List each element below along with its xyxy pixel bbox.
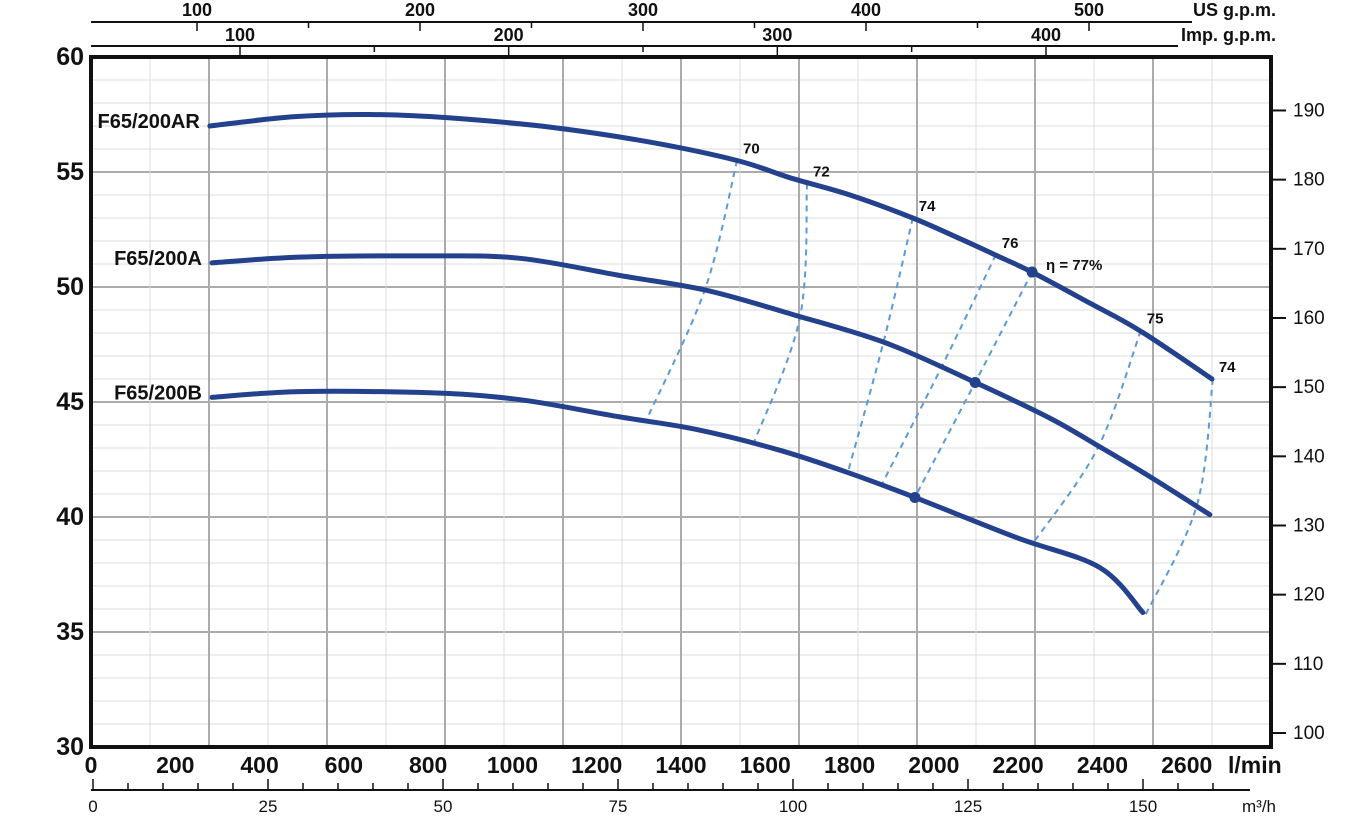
m3h-unit-label: m³/h — [1242, 797, 1276, 816]
axis-right-ft: 190 180 170 160 150 140 130 120 110 100 — [1271, 100, 1325, 744]
lmin-unit-label: l/min — [1228, 752, 1282, 778]
bep-dot-1 — [969, 376, 981, 388]
m3h-tick-label: 100 — [779, 797, 807, 816]
grid — [90, 56, 1272, 748]
left-tick-label: 40 — [56, 503, 84, 531]
efficiency-label-eta-74-right: 74 — [1219, 359, 1236, 376]
right-tick-label: 190 — [1293, 100, 1325, 121]
right-tick-label: 180 — [1293, 170, 1325, 191]
right-tick-label: 170 — [1293, 239, 1325, 260]
axis-top-us-gpm: 100 200 300 400 500 US g.p.m. — [91, 0, 1276, 31]
axis-bottom-lmin: 0 200 400 600 800 1000 1200 1400 1600 1800 2000 220… — [85, 752, 1282, 778]
left-tick-label: 45 — [56, 388, 84, 416]
bep-dot-0 — [1026, 266, 1038, 278]
us-tick-label: 500 — [1074, 0, 1104, 20]
lmin-tick-label: 1800 — [824, 752, 875, 778]
m3h-tick-label: 150 — [1129, 797, 1157, 816]
lmin-tick-label: 1600 — [740, 752, 791, 778]
imp-tick-label: 300 — [762, 25, 792, 45]
efficiency-label-eta-75-right: 75 — [1147, 311, 1164, 328]
curve-f65-200a — [209, 253, 1213, 518]
lmin-tick-label: 400 — [240, 752, 278, 778]
us-tick-label: 200 — [405, 0, 435, 20]
lmin-tick-label: 800 — [409, 752, 447, 778]
efficiency-label-eta-77-bep: η = 77% — [1046, 257, 1102, 274]
efficiency-label-eta-70: 70 — [743, 141, 760, 158]
axis-top-imp-gpm: 100 200 300 400 Imp. g.p.m. — [91, 25, 1276, 55]
lmin-tick-label: 600 — [325, 752, 363, 778]
us-tick-label: 400 — [851, 0, 881, 20]
lmin-tick-label: 2400 — [1077, 752, 1128, 778]
m3h-tick-label: 50 — [434, 797, 453, 816]
lmin-tick-label: 200 — [156, 752, 194, 778]
right-tick-label: 150 — [1293, 377, 1325, 398]
m3h-tick-label: 25 — [259, 797, 278, 816]
imp-tick-label: 400 — [1031, 25, 1061, 45]
lmin-tick-label: 0 — [85, 752, 98, 778]
curve-label-f65-200ar: F65/200AR — [98, 111, 201, 133]
us-tick-label: 300 — [628, 0, 658, 20]
right-tick-label: 140 — [1293, 446, 1325, 467]
left-tick-label: 50 — [56, 273, 84, 301]
efficiency-contour-eta-74 — [846, 217, 914, 473]
curve-label-f65-200a: F65/200A — [114, 248, 202, 270]
lmin-tick-label: 1200 — [571, 752, 622, 778]
lmin-tick-label: 2000 — [908, 752, 959, 778]
curve-f65-200b — [209, 388, 1146, 615]
curve-label-f65-200b: F65/200B — [114, 382, 202, 404]
imp-unit-label: Imp. g.p.m. — [1181, 25, 1276, 45]
lmin-tick-label: 1400 — [655, 752, 706, 778]
right-tick-label: 160 — [1293, 308, 1325, 329]
lmin-tick-label: 2600 — [1161, 752, 1212, 778]
us-unit-label: US g.p.m. — [1193, 0, 1276, 20]
right-tick-label: 110 — [1293, 654, 1323, 675]
curve-f65-200ar — [207, 111, 1215, 382]
us-tick-label: 100 — [182, 0, 212, 20]
left-tick-label: 60 — [56, 43, 84, 71]
imp-tick-label: 100 — [225, 25, 255, 45]
bep-dot-2 — [909, 491, 921, 503]
m3h-tick-label: 75 — [609, 797, 628, 816]
axis-bottom-m3h: 0 25 50 75 100 125 150 m³/h — [88, 779, 1276, 816]
right-tick-label: 130 — [1293, 515, 1325, 536]
axis-left-m: 60 55 50 45 40 35 30 — [56, 43, 84, 761]
efficiency-labels: 70 72 74 76 η = 77% 75 74 — [743, 141, 1236, 503]
efficiency-contour-eta-74-right — [1144, 378, 1214, 617]
m3h-tick-label: 125 — [954, 797, 982, 816]
right-tick-label: 120 — [1293, 585, 1325, 606]
left-tick-label: 55 — [56, 158, 84, 186]
efficiency-label-eta-74: 74 — [919, 198, 936, 215]
efficiency-label-eta-76: 76 — [1002, 235, 1019, 252]
left-tick-label: 30 — [56, 733, 84, 761]
left-tick-label: 35 — [56, 618, 84, 646]
right-tick-label: 100 — [1293, 723, 1325, 744]
plot-border — [89, 55, 1273, 749]
m3h-tick-label: 0 — [88, 797, 97, 816]
lmin-tick-label: 2200 — [993, 752, 1044, 778]
lmin-tick-label: 1000 — [487, 752, 538, 778]
pump-curves: F65/200AR F65/200A F65/200B — [98, 111, 1215, 615]
imp-tick-label: 200 — [494, 25, 524, 45]
efficiency-label-eta-72: 72 — [813, 164, 830, 181]
